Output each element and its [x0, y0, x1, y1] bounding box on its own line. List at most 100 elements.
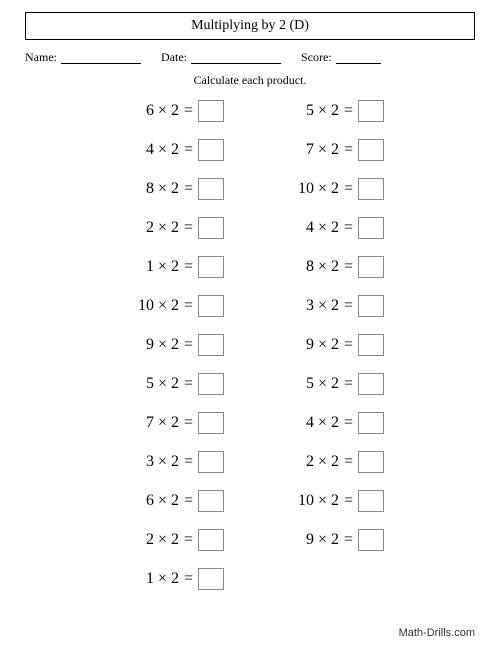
multiplier: 2: [171, 180, 179, 198]
problem-row: 10×2=: [276, 176, 384, 202]
problem-expression: 2×2=: [276, 453, 358, 471]
equals-sign: =: [339, 492, 358, 510]
times-sign: ×: [314, 258, 331, 276]
multiplicand: 2: [294, 453, 314, 471]
multiplicand: 1: [134, 258, 154, 276]
problem-row: 3×2=: [276, 293, 384, 319]
equals-sign: =: [179, 492, 198, 510]
times-sign: ×: [314, 492, 331, 510]
equals-sign: =: [179, 336, 198, 354]
name-label: Name:: [25, 50, 57, 65]
answer-input[interactable]: [198, 490, 224, 512]
header-row: Name: Date: Score:: [25, 50, 475, 65]
problem-row: 6×2=: [116, 98, 224, 124]
multiplicand: 8: [134, 180, 154, 198]
answer-input[interactable]: [198, 256, 224, 278]
answer-input[interactable]: [198, 412, 224, 434]
problem-row: 4×2=: [276, 410, 384, 436]
answer-input[interactable]: [358, 295, 384, 317]
problem-row: 9×2=: [116, 332, 224, 358]
problem-expression: 1×2=: [116, 570, 198, 588]
problem-row: 8×2=: [276, 254, 384, 280]
times-sign: ×: [154, 180, 171, 198]
multiplicand: 9: [134, 336, 154, 354]
multiplier: 2: [331, 141, 339, 159]
equals-sign: =: [339, 219, 358, 237]
multiplier: 2: [331, 180, 339, 198]
times-sign: ×: [314, 336, 331, 354]
answer-input[interactable]: [358, 490, 384, 512]
multiplier: 2: [331, 258, 339, 276]
problem-row: 2×2=: [116, 215, 224, 241]
answer-input[interactable]: [358, 412, 384, 434]
equals-sign: =: [339, 102, 358, 120]
answer-input[interactable]: [198, 100, 224, 122]
answer-input[interactable]: [198, 334, 224, 356]
answer-input[interactable]: [198, 139, 224, 161]
equals-sign: =: [179, 375, 198, 393]
equals-sign: =: [339, 453, 358, 471]
times-sign: ×: [314, 531, 331, 549]
multiplicand: 5: [294, 375, 314, 393]
multiplicand: 10: [294, 180, 314, 198]
problem-row: 2×2=: [276, 449, 384, 475]
multiplicand: 4: [294, 219, 314, 237]
equals-sign: =: [339, 414, 358, 432]
multiplicand: 10: [294, 492, 314, 510]
problem-expression: 4×2=: [276, 414, 358, 432]
equals-sign: =: [179, 141, 198, 159]
answer-input[interactable]: [358, 178, 384, 200]
problem-row: 2×2=: [116, 527, 224, 553]
multiplier: 2: [171, 141, 179, 159]
multiplicand: 10: [134, 297, 154, 315]
answer-input[interactable]: [198, 451, 224, 473]
score-label: Score:: [301, 50, 332, 65]
problem-row: 4×2=: [276, 215, 384, 241]
multiplier: 2: [171, 336, 179, 354]
problem-row: 1×2=: [116, 254, 224, 280]
times-sign: ×: [154, 375, 171, 393]
answer-input[interactable]: [358, 451, 384, 473]
date-field: Date:: [161, 50, 281, 65]
answer-input[interactable]: [198, 178, 224, 200]
equals-sign: =: [179, 297, 198, 315]
answer-input[interactable]: [358, 373, 384, 395]
multiplier: 2: [171, 414, 179, 432]
name-input-line[interactable]: [61, 52, 141, 64]
equals-sign: =: [179, 531, 198, 549]
equals-sign: =: [179, 219, 198, 237]
equals-sign: =: [339, 180, 358, 198]
multiplicand: 9: [294, 336, 314, 354]
times-sign: ×: [314, 297, 331, 315]
score-input-line[interactable]: [336, 52, 381, 64]
answer-input[interactable]: [198, 295, 224, 317]
problem-expression: 2×2=: [116, 219, 198, 237]
answer-input[interactable]: [358, 100, 384, 122]
times-sign: ×: [154, 492, 171, 510]
problem-expression: 1×2=: [116, 258, 198, 276]
answer-input[interactable]: [358, 334, 384, 356]
answer-input[interactable]: [358, 139, 384, 161]
times-sign: ×: [154, 297, 171, 315]
times-sign: ×: [314, 375, 331, 393]
equals-sign: =: [179, 453, 198, 471]
answer-input[interactable]: [358, 256, 384, 278]
equals-sign: =: [339, 141, 358, 159]
problem-expression: 10×2=: [276, 492, 358, 510]
answer-input[interactable]: [358, 529, 384, 551]
multiplier: 2: [171, 219, 179, 237]
multiplicand: 9: [294, 531, 314, 549]
score-field: Score:: [301, 50, 381, 65]
multiplier: 2: [171, 531, 179, 549]
answer-input[interactable]: [358, 217, 384, 239]
answer-input[interactable]: [198, 529, 224, 551]
answer-input[interactable]: [198, 568, 224, 590]
date-input-line[interactable]: [191, 52, 281, 64]
problem-expression: 7×2=: [116, 414, 198, 432]
multiplicand: 5: [134, 375, 154, 393]
multiplicand: 8: [294, 258, 314, 276]
problem-row: 8×2=: [116, 176, 224, 202]
problem-expression: 10×2=: [276, 180, 358, 198]
answer-input[interactable]: [198, 373, 224, 395]
answer-input[interactable]: [198, 217, 224, 239]
